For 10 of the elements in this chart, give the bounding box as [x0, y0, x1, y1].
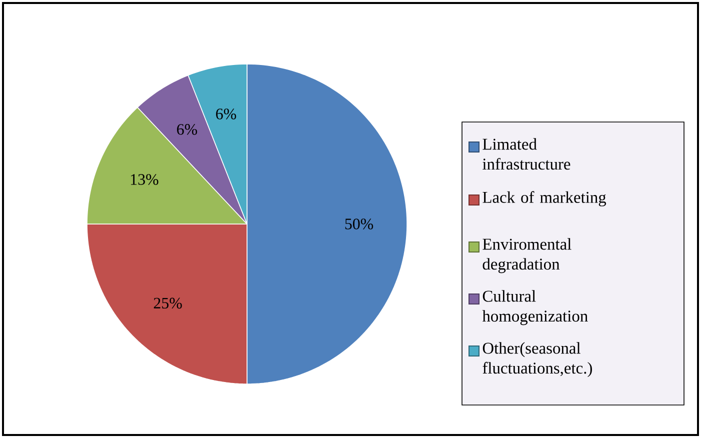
legend-label: Cultural homogenization: [482, 290, 588, 326]
legend-label: Limated infrastructure: [482, 138, 570, 170]
data-label: 13%: [131, 174, 158, 185]
legend-label: Lack of marketing: [482, 191, 606, 206]
data-label: 25%: [154, 298, 182, 309]
data-label: 6%: [216, 108, 236, 120]
legend-label: Enviromental degradation: [482, 238, 572, 274]
legend-label: Other(seasonal fluctuations,etc.): [482, 342, 592, 378]
data-label: 6%: [177, 124, 198, 135]
data-label: 50%: [345, 218, 374, 230]
